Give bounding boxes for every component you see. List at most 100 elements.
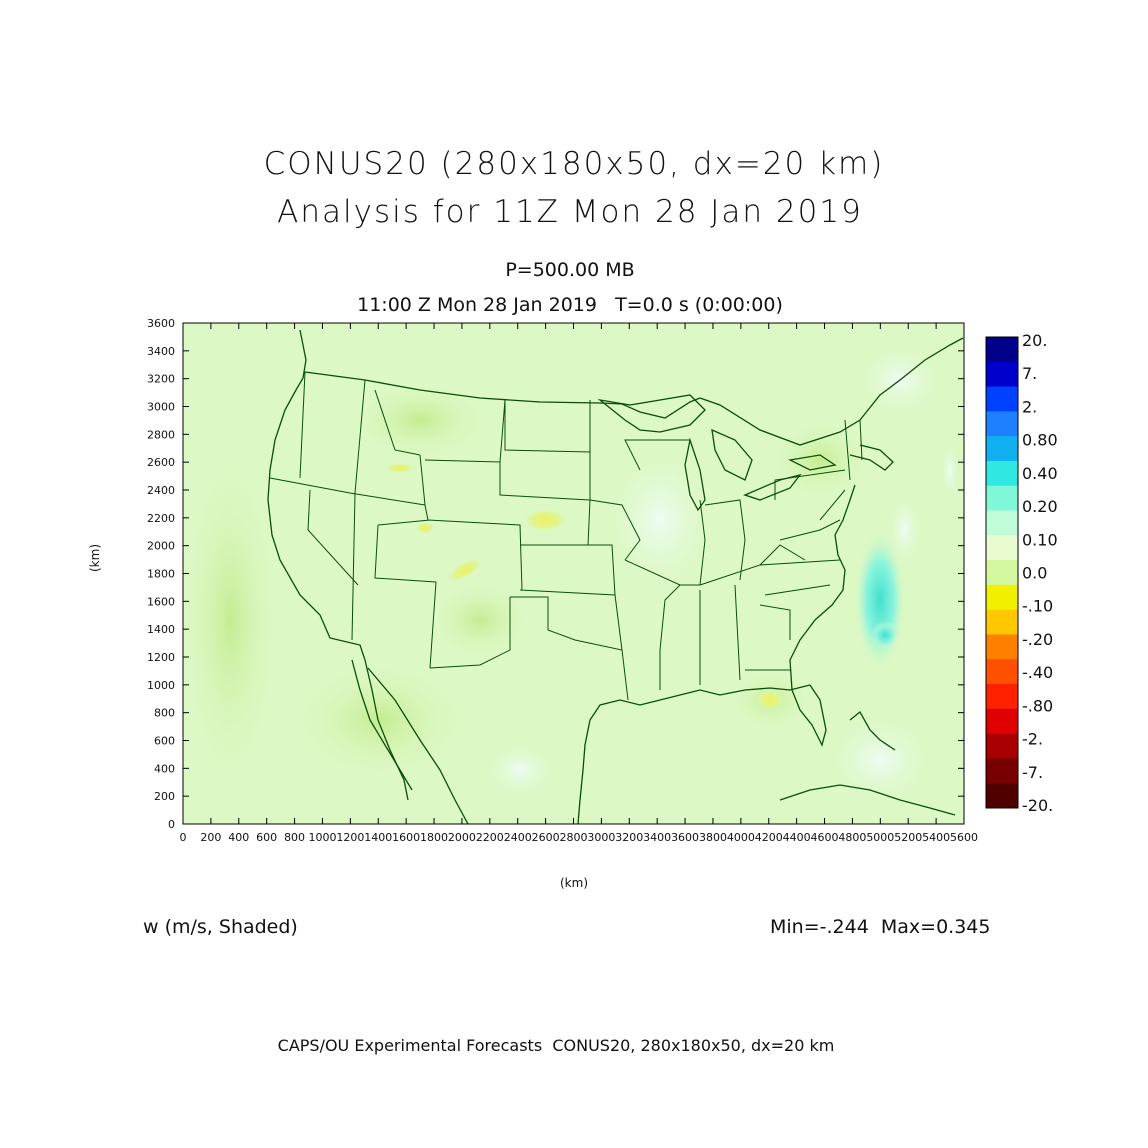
colorbar-swatch	[986, 634, 1018, 660]
colorbar-label: -20.	[1022, 796, 1053, 815]
colorbar-swatch	[986, 584, 1018, 611]
credit-label: CAPS/OU Experimental Forecasts CONUS20, …	[277, 1036, 835, 1055]
y-tick-label: 800	[154, 707, 175, 720]
colorbar-label: 0.20	[1022, 497, 1058, 516]
colorbar-swatch	[986, 436, 1018, 462]
y-tick-label: 2600	[147, 456, 175, 469]
colorbar-label: -7.	[1022, 763, 1043, 782]
pressure-level-label: P=500.00 MB	[505, 259, 635, 281]
x-tick-label: 2600	[532, 831, 560, 844]
x-tick-label: 4800	[838, 831, 866, 844]
colorbar-swatch	[986, 758, 1018, 784]
y-tick-label: 2000	[147, 540, 175, 553]
y-tick-label: 2800	[147, 428, 175, 441]
x-axis-ticks: 0 200 400 600 800 1000 1200 1400 1600 1800 2000 220…	[180, 323, 978, 844]
colorbar-swatch	[986, 485, 1018, 512]
colorbar-swatch	[986, 460, 1018, 487]
bahamas	[849, 711, 896, 751]
shaded-field	[183, 323, 964, 824]
y-tick-label: 1600	[147, 595, 175, 608]
x-tick-label: 3200	[615, 831, 643, 844]
x-tick-label: 2400	[504, 831, 532, 844]
valid-time-label: 11:00 Z Mon 28 Jan 2019 T=0.0 s (0:00:00…	[357, 294, 783, 316]
x-tick-label: 4200	[755, 831, 783, 844]
y-tick-label: 1000	[147, 679, 175, 692]
lake-ontario	[787, 454, 837, 471]
colorbar-label: 20.	[1022, 331, 1047, 350]
colorbar-label: -2.	[1022, 730, 1043, 749]
state-lines	[269, 371, 863, 701]
cuba-outline	[779, 784, 956, 816]
colorbar-swatch	[986, 337, 1018, 363]
x-tick-label: 2200	[476, 831, 504, 844]
x-tick-label: 800	[284, 831, 305, 844]
field-description-label: w (m/s, Shaded)	[143, 916, 298, 938]
y-tick-label: 1400	[147, 623, 175, 636]
colorbar-swatch	[986, 361, 1018, 388]
colorbar-frame	[985, 336, 1019, 809]
min-max-label: Min=-.244 Max=0.345	[770, 916, 991, 938]
x-tick-label: 0	[180, 831, 187, 844]
lake-michigan	[684, 437, 706, 512]
x-tick-label: 4000	[727, 831, 755, 844]
colorbar-swatch	[986, 560, 1018, 586]
y-tick-label: 2200	[147, 512, 175, 525]
colorbar-swatch	[986, 535, 1018, 561]
x-tick-label: 5600	[950, 831, 978, 844]
lake-superior	[597, 394, 706, 433]
x-tick-label: 1600	[392, 831, 420, 844]
west-coastline	[267, 329, 409, 801]
y-axis-unit-label: (km)	[88, 543, 102, 572]
colorbar-label: 0.10	[1022, 530, 1058, 549]
colorbar-swatch	[986, 684, 1018, 710]
colorbar-swatch	[986, 708, 1018, 735]
colorbar-swatch	[986, 733, 1018, 759]
y-tick-label: 1200	[147, 651, 175, 664]
colorbar-label: -.80	[1022, 696, 1053, 715]
x-tick-label: 2000	[448, 831, 476, 844]
x-tick-label: 1200	[336, 831, 364, 844]
canada-border	[304, 371, 701, 419]
colorbar-swatch	[986, 783, 1018, 809]
x-tick-label: 2800	[560, 831, 588, 844]
x-tick-label: 5000	[866, 831, 894, 844]
y-tick-label: 2400	[147, 484, 175, 497]
new-england-coast	[849, 444, 894, 471]
colorbar-swatch	[986, 609, 1018, 635]
x-tick-label: 1000	[308, 831, 336, 844]
x-tick-label: 600	[256, 831, 277, 844]
map-boundaries	[267, 329, 964, 824]
colorbar-swatch	[986, 411, 1018, 437]
y-tick-label: 200	[154, 790, 175, 803]
y-tick-label: 3000	[147, 401, 175, 414]
colorbar-label: 0.0	[1022, 564, 1047, 583]
colorbar-swatch	[986, 386, 1018, 412]
colorbar-label: -.10	[1022, 597, 1053, 616]
y-axis-ticks: 0 200 400 600 800 1000 1200 1400 1600 1800 2000 220…	[147, 317, 964, 831]
y-tick-label: 3600	[147, 317, 175, 330]
x-tick-label: 3000	[587, 831, 615, 844]
x-tick-label: 1400	[364, 831, 392, 844]
x-tick-label: 5200	[894, 831, 922, 844]
x-tick-label: 4600	[811, 831, 839, 844]
x-axis-unit-label: (km)	[560, 876, 589, 890]
x-tick-label: 3600	[671, 831, 699, 844]
x-tick-label: 4400	[783, 831, 811, 844]
colorbar-label: 2.	[1022, 397, 1037, 416]
gulf-of-california-coast	[351, 659, 413, 791]
y-tick-label: 400	[154, 762, 175, 775]
east-coastline	[789, 484, 856, 747]
x-tick-label: 3800	[699, 831, 727, 844]
colorbar-label: -.20	[1022, 630, 1053, 649]
y-tick-label: 1800	[147, 568, 175, 581]
chart-title-line-2: Analysis for 11Z Mon 28 Jan 2019	[277, 194, 863, 230]
y-tick-label: 0	[168, 818, 175, 831]
x-tick-label: 1800	[420, 831, 448, 844]
mexico-west-coast	[367, 667, 469, 824]
colorbar-swatch	[986, 659, 1018, 685]
lake-huron	[711, 428, 753, 481]
x-tick-label: 200	[200, 831, 221, 844]
colorbar-label: 7.	[1022, 364, 1037, 383]
y-tick-label: 3200	[147, 373, 175, 386]
